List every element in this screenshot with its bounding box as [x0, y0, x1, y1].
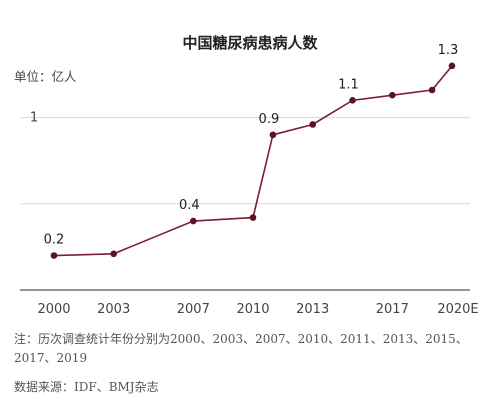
- y-tick-label: 1: [30, 111, 38, 126]
- data-point: [349, 97, 356, 104]
- data-label: 0.4: [179, 198, 200, 213]
- unit-label: 单位：亿人: [14, 69, 77, 84]
- data-point: [309, 121, 317, 128]
- data-point: [110, 250, 117, 258]
- line-chart: 中国糖尿病患病人数 单位：亿人 1 2000 2003 2007 2010 2013 20…: [14, 34, 479, 317]
- data-source: 数据来源：IDF、BMJ杂志: [14, 380, 159, 394]
- x-tick-label: 2000: [37, 302, 70, 317]
- data-label: 0.9: [259, 112, 280, 127]
- data-label: 1.1: [338, 77, 359, 92]
- series-line: [53, 65, 453, 257]
- data-point: [448, 62, 456, 70]
- x-tick-label: 2013: [296, 302, 329, 317]
- data-point: [389, 91, 396, 99]
- footnote: 注：历次调查统计年份分别为2000、2003、2007、2010、2011、20…: [14, 332, 468, 365]
- data-point: [190, 217, 197, 225]
- chart-title: 中国糖尿病患病人数: [182, 34, 318, 52]
- x-tick-label: 2020E: [437, 302, 478, 317]
- x-tick-label: 2017: [376, 302, 409, 317]
- data-point: [269, 131, 277, 139]
- x-tick-label: 2010: [236, 302, 269, 317]
- x-tick-label: 2003: [97, 302, 130, 317]
- x-tick-label: 2007: [177, 302, 210, 317]
- data-point: [428, 86, 436, 94]
- data-label: 0.2: [44, 233, 65, 248]
- data-label: 1.3: [438, 43, 459, 58]
- data-point: [249, 214, 257, 221]
- data-point: [50, 252, 58, 259]
